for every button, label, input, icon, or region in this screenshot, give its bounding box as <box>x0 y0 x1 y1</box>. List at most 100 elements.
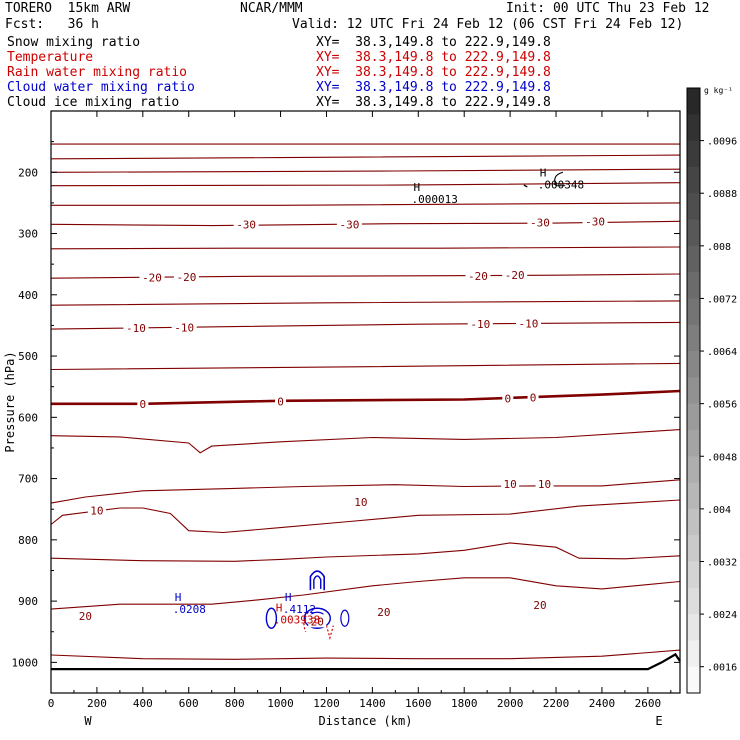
colorbar-segment <box>687 614 700 641</box>
colorbar-tick-label: .0064 <box>707 347 737 358</box>
x-tick-label: 2200 <box>543 697 570 710</box>
east-label: E <box>655 714 662 728</box>
colorbar-segment <box>687 351 700 378</box>
west-label: W <box>84 714 92 728</box>
rain-water-contour <box>325 625 334 641</box>
isotherm-label: -20 <box>142 272 162 285</box>
isotherm-label: 10 <box>90 504 103 517</box>
y-tick-label: 800 <box>18 534 38 547</box>
x-tick-label: 1800 <box>451 697 478 710</box>
x-tick-label: 1000 <box>267 697 294 710</box>
max-marker: H <box>413 181 420 194</box>
colorbar-tick-label: .0072 <box>707 294 737 305</box>
isotherm-label-bg <box>465 268 491 282</box>
isotherm-label: 0 <box>277 395 284 408</box>
terrain-line <box>51 652 681 671</box>
x-tick-label: 1600 <box>405 697 432 710</box>
colorbar-tick-label: .0056 <box>707 400 737 411</box>
max-marker: H <box>285 591 292 604</box>
isotherm-label: -20 <box>505 269 525 282</box>
colorbar-unit: g kg⁻¹ <box>704 86 733 95</box>
center-label: NCAR/MMM <box>240 1 303 16</box>
max-value: .0208 <box>173 603 206 616</box>
colorbar-segment <box>687 666 700 694</box>
legend-label-cloud-water: Cloud water mixing ratio <box>7 80 195 95</box>
colorbar-segment <box>687 166 700 194</box>
colorbar-segment <box>687 114 700 142</box>
x-tick-label: 200 <box>87 697 107 710</box>
colorbar-segment <box>687 587 700 615</box>
hydrometeor-contours <box>265 171 566 641</box>
colorbar-segment <box>687 482 700 510</box>
isotherm-label-bg <box>123 320 149 334</box>
isotherm-4 <box>51 202 681 206</box>
rain-water-contour <box>303 611 309 633</box>
isotherm-label-bg <box>137 396 149 410</box>
isotherm-15 <box>50 542 681 562</box>
isotherm-label: 0 <box>530 392 537 405</box>
axes: 0 200 400 600 800 1000 1200 1400 1600 1800 2000 220… <box>3 110 681 728</box>
x-axis-label: Distance (km) <box>319 714 413 728</box>
isotherm-label-bg <box>233 217 259 231</box>
isotherm-contours <box>50 143 681 660</box>
isotherm-label: -20 <box>177 271 197 284</box>
colorbar-segment <box>687 377 700 405</box>
colorbar-tick-label: .004 <box>707 505 731 516</box>
valid-time: Valid: 12 UTC Fri 24 Feb 12 (06 CST Fri … <box>292 17 684 32</box>
colorbar-tick-label: .0024 <box>707 610 737 621</box>
isotherm-label: -30 <box>236 218 256 231</box>
isotherm-label-bg <box>171 320 197 334</box>
plot-frame <box>50 110 681 694</box>
colorbar-segment <box>687 508 700 536</box>
x-tick-label: 600 <box>179 697 199 710</box>
cloud-water-contour <box>340 609 350 627</box>
isotherm-12 <box>50 429 681 454</box>
isotherm-label: -30 <box>585 215 605 228</box>
isotherm-label-bg <box>87 503 106 517</box>
init-time: Init: 00 UTC Thu 23 Feb 12 <box>506 1 710 16</box>
colorbar-segment <box>687 193 700 221</box>
isotherm-label-bg <box>527 390 539 404</box>
max-marker: H <box>540 166 547 179</box>
x-tick-label: 2000 <box>497 697 524 710</box>
colorbar-segment <box>687 429 700 457</box>
legend-xy-cloud-water: XY= 38.3,149.8 to 222.9,149.8 <box>316 80 551 95</box>
colorbar-segment <box>687 88 700 115</box>
x-tick-label: 2400 <box>589 697 616 710</box>
isotherm-label-bg <box>467 317 493 331</box>
isotherm-label-bg <box>275 394 287 408</box>
isotherm-20 <box>50 577 681 610</box>
cloud-water-contour <box>303 607 331 629</box>
isotherm-3 <box>50 182 681 187</box>
isotherm-label: 0 <box>505 392 512 405</box>
isotherm-label: 20 <box>533 599 546 612</box>
y-tick-label: 300 <box>18 228 38 241</box>
isotherm-label: 10 <box>354 496 367 509</box>
isotherm-label: 10 <box>503 478 516 491</box>
colorbar-segment <box>687 403 700 431</box>
max-value: .003938 <box>274 613 320 626</box>
isotherm-label: -30 <box>530 216 550 229</box>
isotherm-label-bg <box>502 268 528 282</box>
isotherm-label-bg <box>501 477 520 491</box>
max-marker: H <box>276 601 283 614</box>
isotherm-0 <box>51 389 681 406</box>
colorbar-segment <box>687 219 700 247</box>
isotherm-label: 20 <box>377 606 390 619</box>
isotherm-label: 10 <box>538 478 551 491</box>
colorbar-segment <box>687 535 700 562</box>
colorbar-segment <box>687 272 700 299</box>
y-tick-label: 400 <box>18 289 38 302</box>
isotherm--20 <box>50 273 681 279</box>
colorbar-tick-label: .0016 <box>707 663 737 674</box>
colorbar-tick-label: .0048 <box>707 452 737 463</box>
forecast-hour: Fcst: 36 h <box>5 17 99 32</box>
max-value: .4112 <box>283 603 316 616</box>
isotherm-label-bg <box>527 215 553 229</box>
cloud-water-contour <box>309 570 325 591</box>
isotherm-label-bg <box>530 597 549 611</box>
x-tick-label: 0 <box>48 697 55 710</box>
y-tick-label: 200 <box>18 166 38 179</box>
colorbar-segment <box>687 561 700 589</box>
